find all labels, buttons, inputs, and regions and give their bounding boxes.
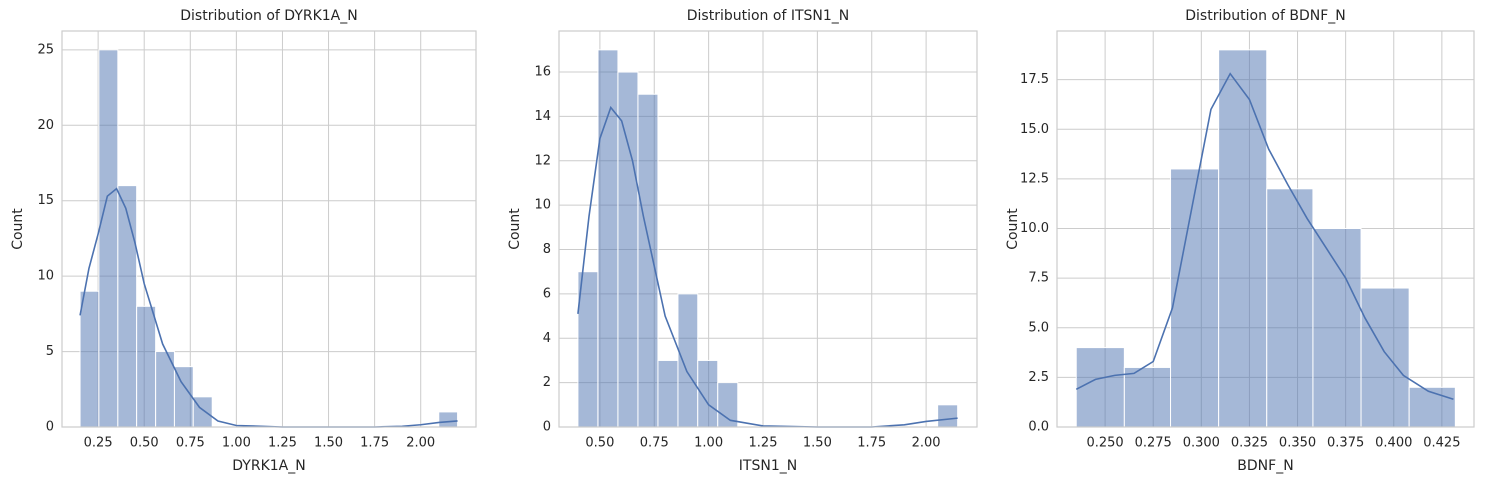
y-tick-label: 4 [543, 331, 551, 346]
x-tick-label: 0.425 [1423, 436, 1460, 451]
y-tick-label: 15 [37, 193, 54, 208]
x-tick-label: 1.00 [694, 436, 723, 451]
x-tick-label: 2.00 [406, 436, 435, 451]
histogram-bar [677, 293, 699, 428]
y-axis-label: Count [507, 208, 523, 250]
chart-title: Distribution of DYRK1A_N [180, 8, 358, 24]
kde-line [1075, 72, 1454, 400]
y-tick-label: 14 [534, 109, 551, 124]
histogram-bar [937, 404, 959, 428]
chart-title: Distribution of BDNF_N [1185, 8, 1345, 24]
x-tick-label: 0.250 [1086, 436, 1123, 451]
x-tick-label: 1.25 [749, 436, 778, 451]
histogram-bar [597, 49, 619, 428]
histogram-bar [1266, 188, 1314, 428]
y-tick-label: 2 [543, 375, 551, 390]
histogram-bar [617, 71, 639, 428]
x-tick-label: 1.50 [314, 436, 343, 451]
y-axis-label: Count [10, 208, 26, 250]
y-tick-label: 10 [37, 269, 54, 284]
histogram-bar [657, 359, 679, 428]
histogram-bar [1170, 168, 1220, 428]
axes-frame [558, 30, 978, 428]
histogram-bar [1075, 347, 1125, 428]
x-tick-label: 1.00 [222, 436, 251, 451]
y-tick-label: 10 [534, 198, 551, 213]
x-tick-label: 0.275 [1135, 436, 1172, 451]
y-tick-label: 12 [534, 153, 551, 168]
y-tick-label: 6 [543, 286, 551, 301]
x-tick-label: 0.50 [585, 436, 614, 451]
histogram-bar [1312, 228, 1362, 428]
y-tick-label: 17.5 [1020, 72, 1049, 87]
y-tick-label: 8 [543, 242, 551, 257]
x-tick-label: 0.75 [640, 436, 669, 451]
axes-frame [1056, 30, 1475, 428]
y-tick-label: 5 [46, 344, 54, 359]
x-tick-label: 0.25 [84, 436, 113, 451]
histogram-bar [438, 411, 459, 428]
x-tick-label: 0.350 [1279, 436, 1316, 451]
x-axis-label: ITSN1_N [739, 458, 797, 474]
x-tick-label: 0.375 [1327, 436, 1364, 451]
x-axis-label: BDNF_N [1237, 458, 1293, 474]
y-tick-label: 10.0 [1020, 221, 1049, 236]
y-tick-label: 0 [46, 420, 54, 435]
y-tick-label: 0.0 [1028, 420, 1049, 435]
kde-line [79, 187, 458, 428]
y-tick-label: 0 [543, 420, 551, 435]
y-tick-label: 25 [37, 42, 54, 57]
chart-title: Distribution of ITSN1_N [687, 8, 850, 24]
histogram-bar [1360, 287, 1410, 428]
histogram-bar [136, 305, 157, 428]
x-tick-label: 0.300 [1183, 436, 1220, 451]
histogram-bar [1408, 386, 1456, 428]
x-tick-label: 1.25 [268, 436, 297, 451]
y-tick-label: 7.5 [1028, 271, 1049, 286]
y-tick-label: 12.5 [1020, 171, 1049, 186]
x-axis-label: DYRK1A_N [232, 458, 305, 474]
histogram-bar [577, 271, 599, 428]
histogram-bar [1123, 366, 1172, 428]
x-tick-label: 1.50 [803, 436, 832, 451]
histogram-bar [1218, 49, 1268, 428]
axes-frame [61, 30, 477, 428]
x-tick-label: 0.50 [130, 436, 159, 451]
kde-line [577, 105, 958, 428]
y-tick-label: 2.5 [1028, 370, 1049, 385]
x-tick-label: 0.75 [176, 436, 205, 451]
histogram-bar [79, 290, 100, 428]
y-tick-label: 16 [534, 65, 551, 80]
y-tick-label: 15.0 [1020, 122, 1049, 137]
histogram-bar [117, 185, 138, 428]
x-tick-label: 1.75 [857, 436, 886, 451]
histogram-bar [98, 49, 119, 428]
histogram-bar [637, 93, 659, 428]
x-tick-label: 2.00 [912, 436, 941, 451]
x-tick-label: 1.75 [360, 436, 389, 451]
y-axis-label: Count [1005, 208, 1021, 250]
x-tick-label: 0.400 [1375, 436, 1412, 451]
x-tick-label: 0.325 [1231, 436, 1268, 451]
y-tick-label: 5.0 [1028, 320, 1049, 335]
y-tick-label: 20 [37, 118, 54, 133]
